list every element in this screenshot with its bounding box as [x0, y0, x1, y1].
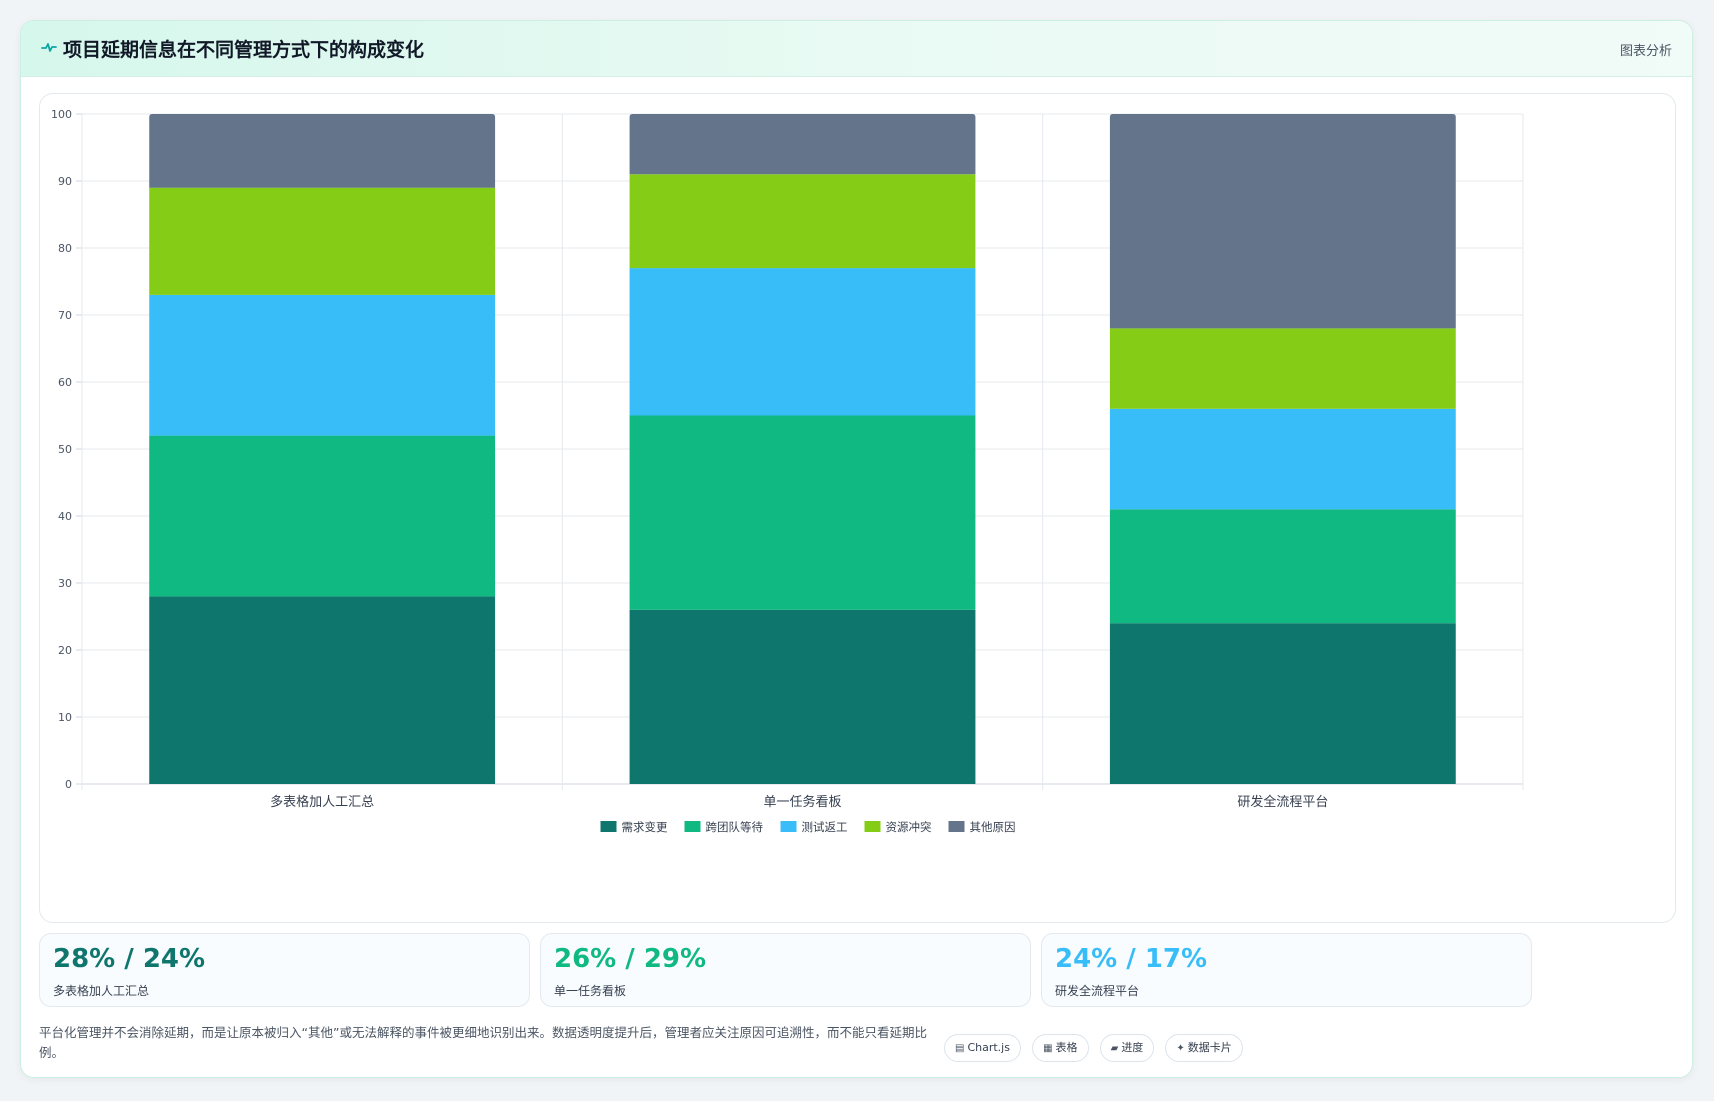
bar-segment: [1109, 114, 1456, 329]
stat-card-1: 26% / 29% 单一任务看板: [540, 933, 1031, 1007]
bar-segment: [149, 187, 496, 295]
bar-segment: [1109, 408, 1456, 510]
stat-card-0: 28% / 24% 多表格加人工汇总: [39, 933, 530, 1007]
stat-label: 研发全流程平台: [1055, 984, 1140, 998]
chip-table[interactable]: ▦ 表格: [1032, 1034, 1089, 1062]
chip-label: 表格: [1055, 1041, 1078, 1054]
y-tick-label: 20: [58, 644, 72, 657]
chip-label: 进度: [1121, 1041, 1144, 1054]
legend-swatch: [600, 821, 617, 832]
bar-segment: [629, 114, 976, 175]
y-tick-label: 40: [58, 510, 72, 523]
stat-value: 24% / 17%: [1055, 944, 1208, 974]
table-icon: ▦: [1043, 1043, 1053, 1054]
y-tick-label: 30: [58, 577, 72, 590]
stat-label: 多表格加人工汇总: [53, 984, 150, 998]
chart-card: 项目延期信息在不同管理方式下的构成变化 图表分析 0 10 20 30 40 50 60 70…: [20, 20, 1693, 1078]
y-tick-label: 60: [58, 376, 72, 389]
x-tick-label: 单一任务看板: [763, 794, 841, 810]
chip-label: Chart.js: [967, 1041, 1010, 1054]
y-tick-label: 0: [65, 778, 72, 791]
bar-segment: [629, 415, 976, 610]
legend-swatch: [948, 821, 965, 832]
stacked-bar-chart: 0 10 20 30 40 50 60 70 80 90 100 多表格加人工汇总 单一任务看板 研发全流…: [51, 108, 1524, 834]
stat-label: 单一任务看板: [554, 984, 627, 998]
legend-label: 其他原因: [970, 820, 1016, 834]
x-tick-label: 研发全流程平台: [1237, 794, 1328, 810]
bar-segment: [1109, 509, 1456, 624]
chip-data-card[interactable]: ✦ 数据卡片: [1165, 1034, 1243, 1062]
page-title: 项目延期信息在不同管理方式下的构成变化: [63, 39, 425, 61]
progress-icon: ▰: [1110, 1043, 1119, 1054]
chip-progress[interactable]: ▰ 进度: [1099, 1034, 1155, 1062]
legend-label: 测试返工: [802, 820, 848, 834]
bar-segment: [1109, 328, 1456, 409]
chip-chartjs[interactable]: ▤ Chart.js: [944, 1034, 1021, 1062]
stat-value: 26% / 29%: [554, 944, 707, 974]
bar-segment: [629, 174, 976, 269]
header-tag: 图表分析: [1619, 44, 1672, 59]
y-tick-label: 70: [58, 309, 72, 322]
legend-swatch: [684, 821, 701, 832]
x-tick-label: 多表格加人工汇总: [270, 794, 374, 810]
chart-icon: ▤: [955, 1043, 965, 1054]
legend-label: 资源冲突: [886, 820, 932, 834]
y-tick-label: 80: [58, 242, 72, 255]
chip-list: ▤ Chart.js ▦ 表格 ▰ 进度 ✦ 数据卡片: [944, 1034, 1249, 1062]
sparkle-icon: ✦: [1176, 1043, 1185, 1054]
legend-label: 需求变更: [622, 820, 668, 834]
bar-segment: [629, 268, 976, 416]
y-tick-label: 50: [58, 443, 72, 456]
insight-note: 平台化管理并不会消除延期，而是让原本被归入“其他”或无法解释的事件被更细地识别出…: [39, 1025, 927, 1060]
legend-swatch: [780, 821, 797, 832]
bar-segment: [1109, 623, 1456, 784]
y-tick-label: 100: [51, 108, 72, 121]
y-tick-label: 10: [58, 711, 72, 724]
bar-segment: [149, 435, 496, 597]
chip-label: 数据卡片: [1187, 1041, 1232, 1054]
card-header: 项目延期信息在不同管理方式下的构成变化 图表分析: [21, 21, 1692, 77]
legend-label: 跨团队等待: [706, 820, 764, 834]
legend-swatch: [864, 821, 881, 832]
stat-card-2: 24% / 17% 研发全流程平台: [1041, 933, 1532, 1007]
bar-segment: [149, 596, 496, 784]
bar-segment: [149, 114, 496, 188]
stat-value: 28% / 24%: [53, 944, 206, 974]
y-tick-label: 90: [58, 175, 72, 188]
chart-panel: 0 10 20 30 40 50 60 70 80 90 100 多表格加人工汇总 单一任务看板 研发全流…: [39, 93, 1676, 923]
pulse-icon: [41, 43, 57, 52]
bar-segment: [629, 609, 976, 784]
bar-segment: [149, 294, 496, 436]
